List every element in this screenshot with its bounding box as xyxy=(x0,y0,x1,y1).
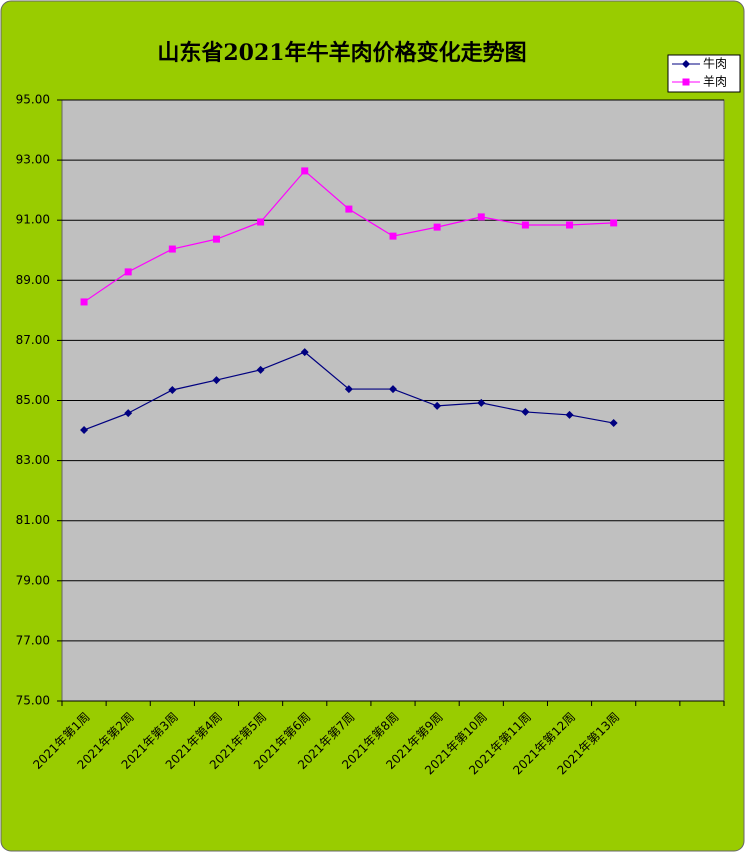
data-point xyxy=(256,365,265,374)
data-point xyxy=(212,235,220,243)
data-point xyxy=(565,410,574,419)
data-point xyxy=(682,60,690,68)
y-tick-label: 77.00 xyxy=(16,633,50,647)
data-point xyxy=(566,221,574,229)
y-tick-label: 93.00 xyxy=(16,153,50,167)
data-point xyxy=(301,167,309,175)
data-point xyxy=(80,298,88,306)
data-point xyxy=(389,385,397,394)
data-point xyxy=(609,419,618,428)
legend-label: 羊肉 xyxy=(703,74,727,89)
data-point xyxy=(80,425,89,434)
data-point xyxy=(433,401,442,410)
data-point xyxy=(389,232,397,240)
y-tick-label: 89.00 xyxy=(16,273,50,287)
data-point xyxy=(433,223,441,231)
y-tick-label: 81.00 xyxy=(16,513,50,527)
y-tick-label: 75.00 xyxy=(16,694,50,708)
data-point xyxy=(477,398,486,407)
y-tick-label: 79.00 xyxy=(16,573,50,587)
data-point xyxy=(300,348,309,357)
data-point xyxy=(168,385,177,394)
data-point xyxy=(124,409,133,418)
data-point xyxy=(344,385,353,394)
y-tick-label: 91.00 xyxy=(16,213,50,227)
data-point xyxy=(168,245,176,253)
legend xyxy=(667,54,741,93)
data-point xyxy=(477,213,485,221)
y-tick-label: 83.00 xyxy=(16,453,50,467)
data-point xyxy=(257,218,265,226)
chart-title: 山东省2021年牛羊肉价格变化走势图 xyxy=(157,40,526,66)
data-point xyxy=(610,219,618,227)
y-tick-label: 95.00 xyxy=(16,93,50,107)
y-tick-label: 87.00 xyxy=(16,333,50,347)
data-point xyxy=(212,376,221,385)
data-point xyxy=(521,407,530,416)
data-point xyxy=(124,268,132,276)
legend-label: 牛肉 xyxy=(703,56,727,71)
data-point xyxy=(682,78,690,86)
y-tick-label: 85.00 xyxy=(16,393,50,407)
data-point xyxy=(345,205,353,213)
data-point xyxy=(521,221,529,229)
